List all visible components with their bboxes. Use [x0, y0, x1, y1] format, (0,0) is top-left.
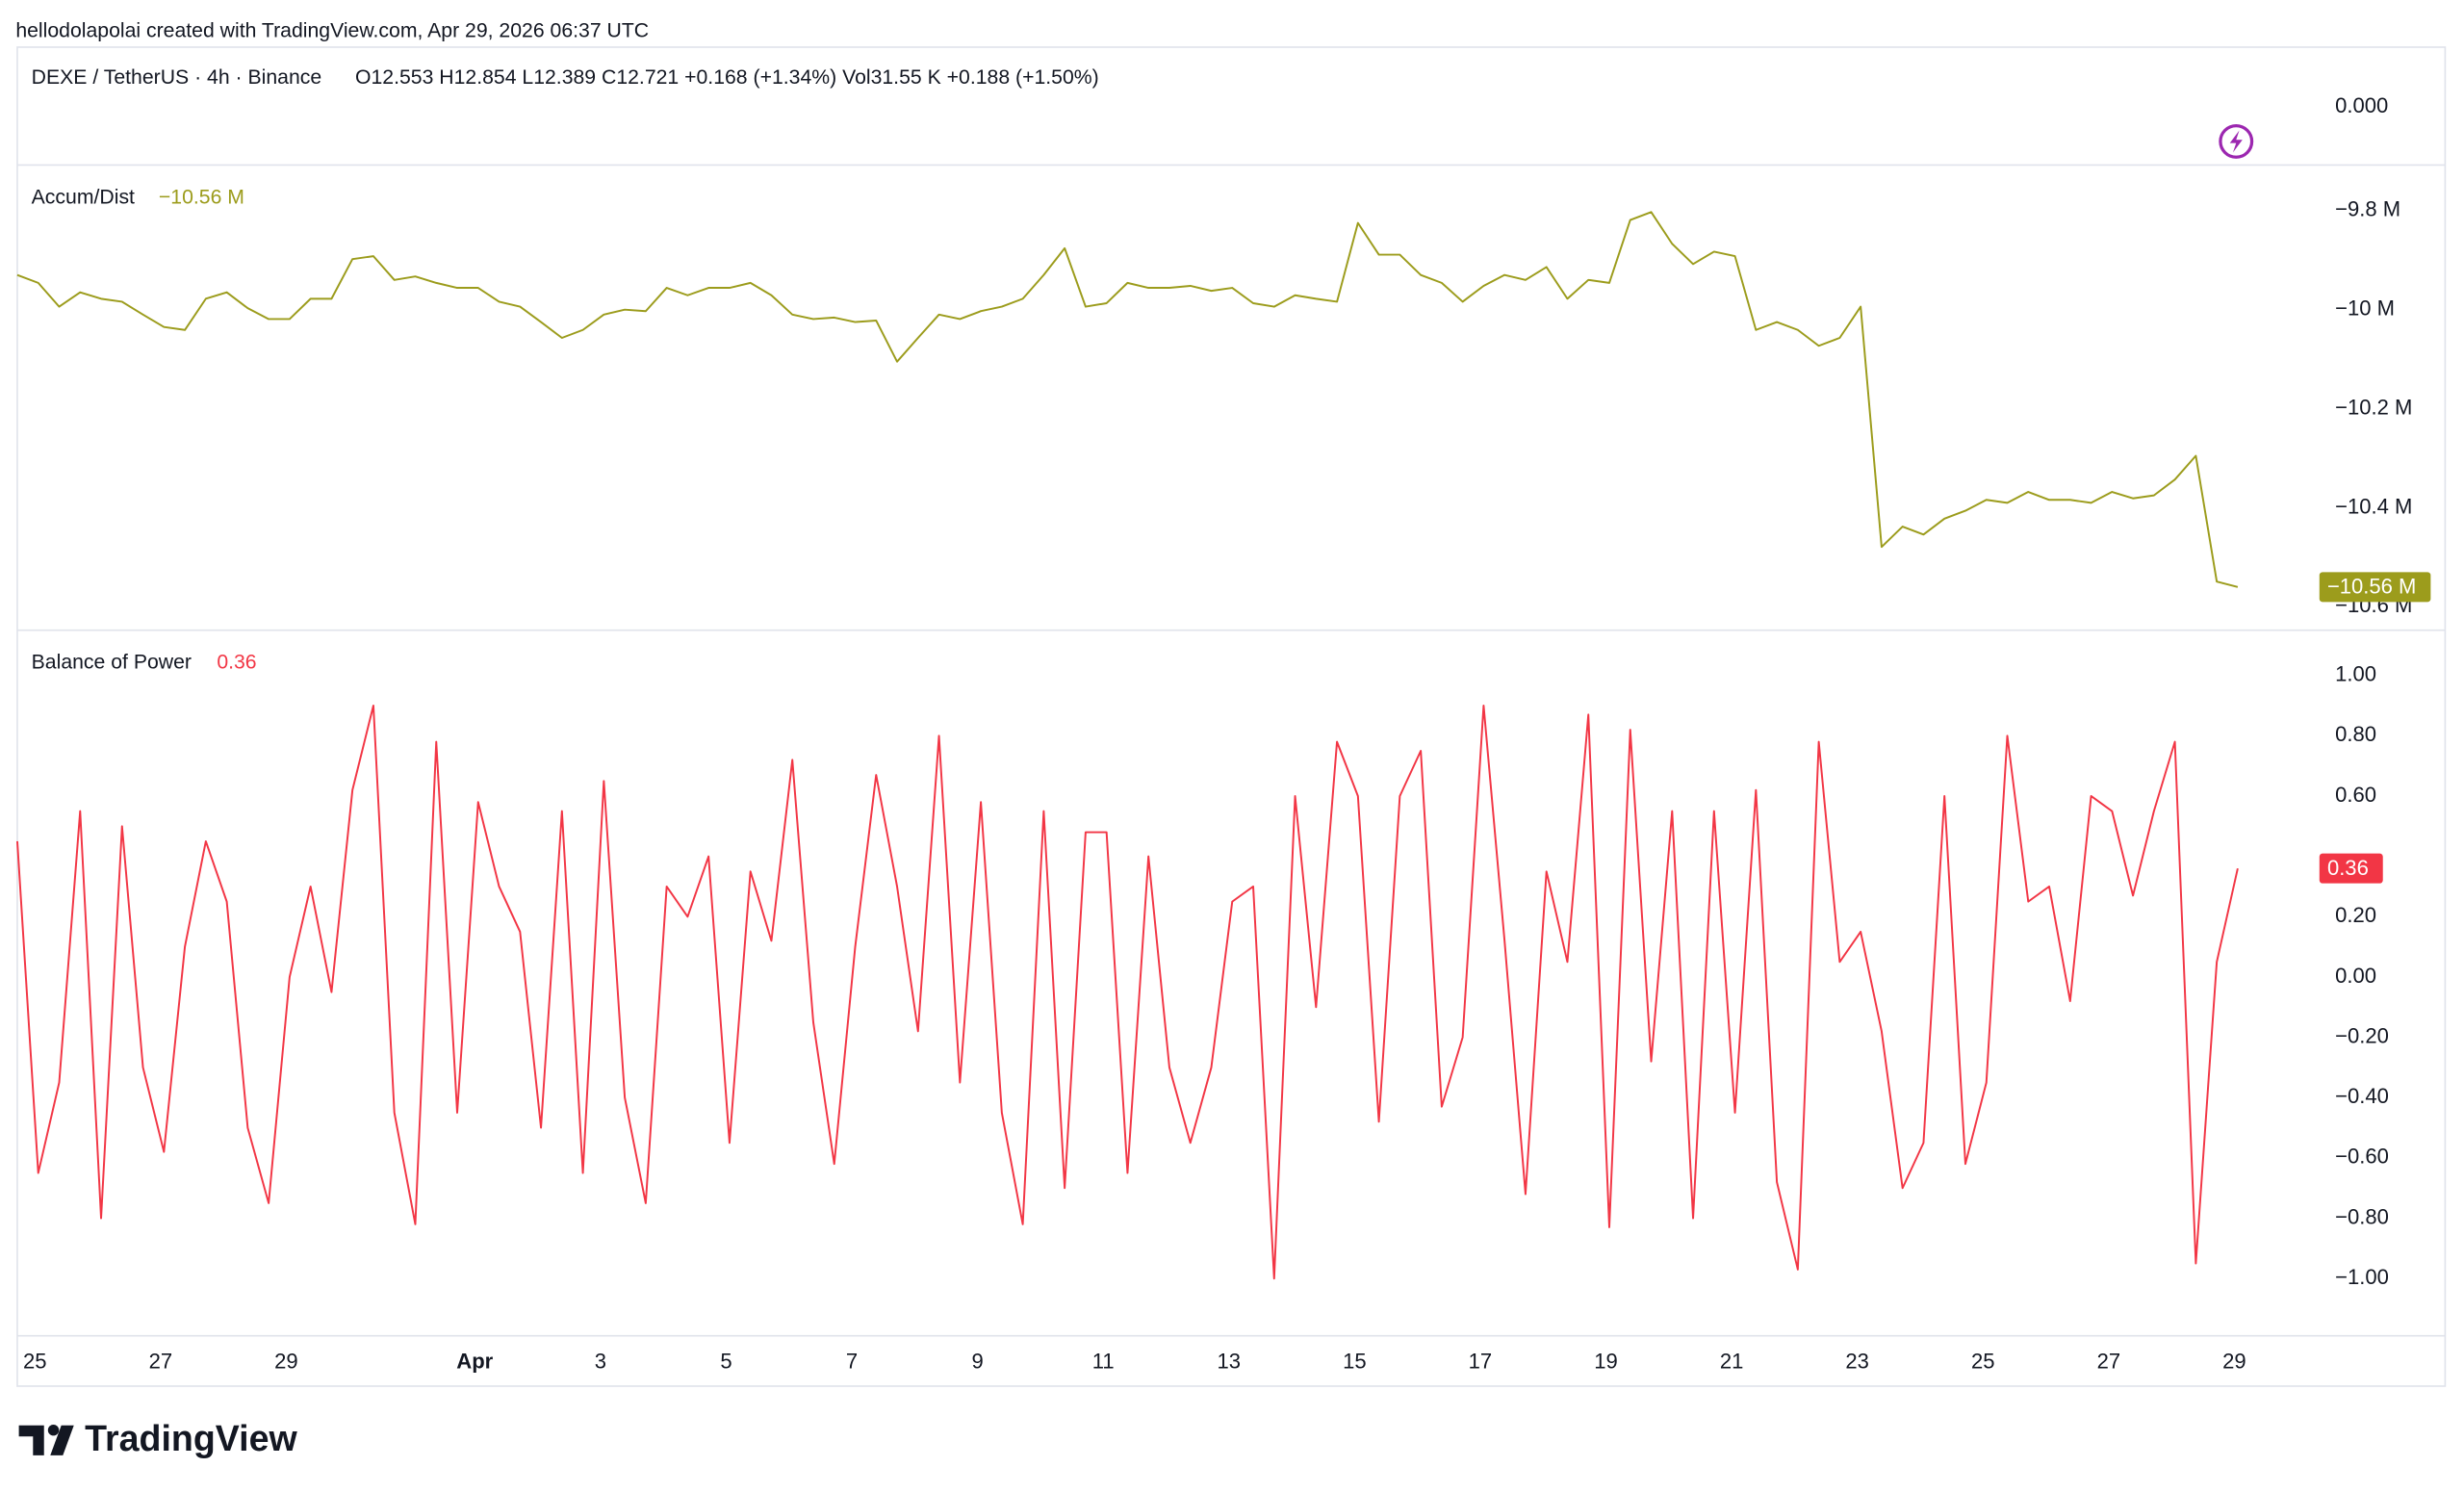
alert-icon[interactable] — [2219, 123, 2254, 159]
y-tick-label: −1.00 — [2335, 1265, 2389, 1289]
brand-name: TradingView — [85, 1418, 297, 1458]
tag-box — [2319, 853, 2383, 884]
x-tick-label: 29 — [274, 1349, 298, 1373]
x-tick-label: 29 — [2222, 1349, 2246, 1373]
y-tick-label: 0.20 — [2335, 903, 2376, 927]
ohlc: O12.553 H12.854 L12.389 C12.721 +0.168 (… — [355, 66, 1099, 89]
x-tick-label: 25 — [1971, 1349, 1995, 1373]
indicator-title[interactable]: Balance of Power — [32, 652, 192, 674]
y-tick-label: 0.00 — [2335, 964, 2376, 988]
y-tick-label: −0.40 — [2335, 1084, 2389, 1108]
y-tick-label: −10.2 M — [2335, 395, 2412, 419]
x-tick-label: Apr — [456, 1349, 493, 1373]
x-tick-label: 23 — [1845, 1349, 1869, 1373]
x-tick-label: 19 — [1594, 1349, 1618, 1373]
y-tick-label: −0.20 — [2335, 1023, 2389, 1047]
last-value-tag: −10.56 M — [2319, 572, 2431, 603]
y-tick-label: −0.80 — [2335, 1204, 2389, 1228]
indicator-title[interactable]: Accum/Dist — [32, 186, 135, 208]
indicator-line — [15, 705, 2239, 1280]
last-value-tag: 0.36 — [2319, 853, 2383, 884]
indicator-value: −10.56 M — [159, 186, 244, 208]
y-tick-label: −9.8 M — [2335, 197, 2400, 221]
y-tick-label: −0.60 — [2335, 1145, 2389, 1169]
tag-label: 0.36 — [2327, 856, 2369, 880]
x-tick-label: 5 — [720, 1349, 732, 1373]
credit: hellodolapolai created with TradingView.… — [15, 19, 649, 41]
x-tick-label: 27 — [149, 1349, 173, 1373]
y-tick-label: −10 M — [2335, 296, 2395, 321]
x-tick-label: 7 — [846, 1349, 858, 1373]
x-tick-label: 27 — [2097, 1349, 2121, 1373]
chart-frame — [16, 46, 2447, 1387]
y-tick-label: −10.4 M — [2335, 494, 2412, 518]
indicator-line — [16, 211, 2239, 588]
y-tick-label: 0.80 — [2335, 722, 2376, 746]
x-tick-label: 11 — [1092, 1349, 1115, 1373]
indicator-value: 0.36 — [217, 652, 256, 674]
x-tick-label: 21 — [1720, 1349, 1744, 1373]
x-tick-label: 9 — [971, 1349, 983, 1373]
y-tick-label: 0.60 — [2335, 783, 2376, 807]
tag-box — [2319, 572, 2431, 603]
tag-label: −10.56 M — [2327, 574, 2416, 598]
x-tick-label: 3 — [595, 1349, 606, 1373]
y-tick-label: 1.00 — [2335, 662, 2376, 686]
x-tick-label: 13 — [1218, 1349, 1242, 1373]
x-tick-label: 17 — [1469, 1349, 1493, 1373]
x-tick-label: 15 — [1343, 1349, 1367, 1373]
brand-logo[interactable]: TradingView — [18, 1418, 298, 1458]
x-tick-label: 25 — [23, 1349, 47, 1373]
symbol[interactable]: DEXE / TetherUS · 4h · Binance — [32, 66, 322, 89]
price-axis-label: 0.000 — [2335, 93, 2388, 117]
